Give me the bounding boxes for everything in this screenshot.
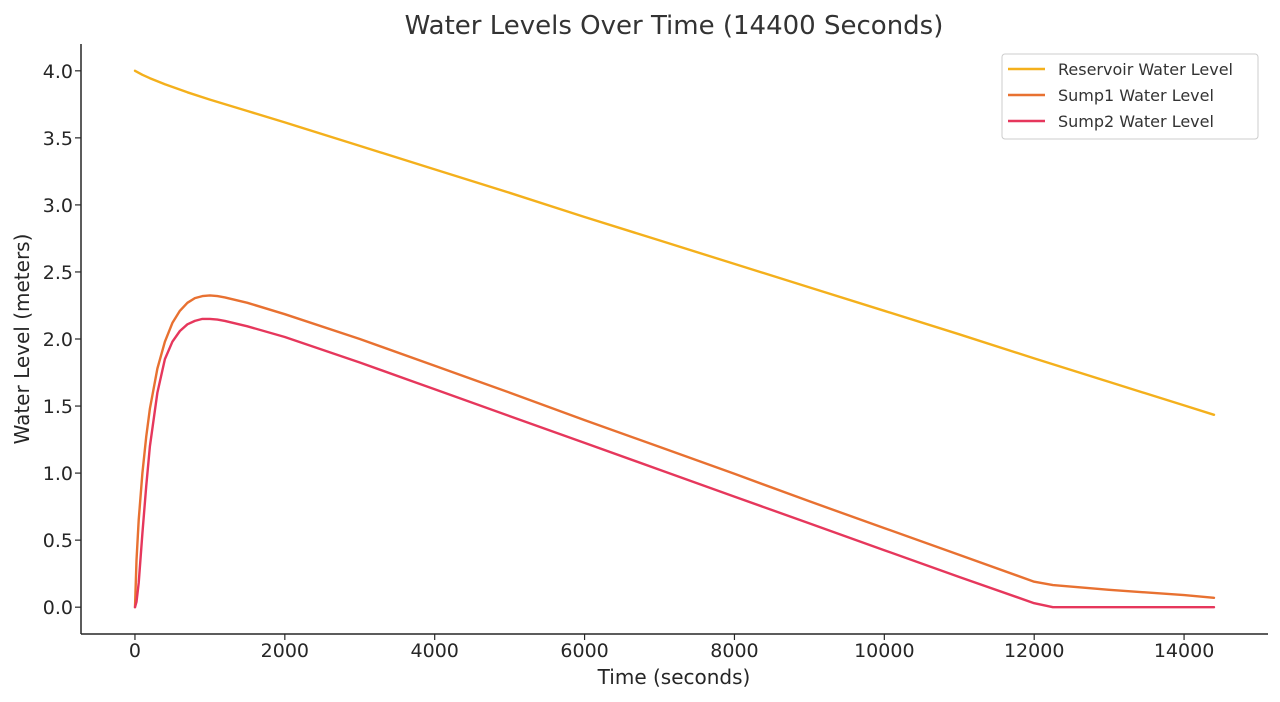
x-tick-label: 14000 <box>1154 640 1214 662</box>
legend-entry-1: Reservoir Water Level <box>1058 60 1233 79</box>
legend-entry-3: Sump2 Water Level <box>1058 112 1214 131</box>
x-tick-label: 12000 <box>1004 640 1064 662</box>
y-tick-label: 4.0 <box>43 61 73 83</box>
series-layer <box>133 69 1216 609</box>
x-tick-label: 4000 <box>411 640 459 662</box>
legend-entry-2: Sump1 Water Level <box>1058 86 1214 105</box>
y-tick-label: 3.0 <box>43 195 73 217</box>
series-line-2 <box>133 294 1216 609</box>
y-axis-label: Water Level (meters) <box>10 234 34 445</box>
x-tick-label: 8000 <box>710 640 758 662</box>
legend: Reservoir Water Level Sump1 Water Level Su… <box>1001 53 1259 140</box>
y-tick-label: 1.5 <box>43 396 73 418</box>
y-axis-ticks: 0.0 0.5 1.0 1.5 2.0 2.5 3.0 3.5 4.0 <box>43 61 81 619</box>
x-axis-label: Time (seconds) <box>597 665 751 689</box>
chart-title: Water Levels Over Time (14400 Seconds) <box>405 11 944 41</box>
x-tick-label: 0 <box>129 640 141 662</box>
series-line-3 <box>133 317 1216 609</box>
legend-frame <box>1001 53 1259 140</box>
y-tick-label: 0.5 <box>43 530 73 552</box>
series-line-1 <box>133 69 1216 416</box>
y-tick-label: 3.5 <box>43 128 73 150</box>
x-tick-label: 10000 <box>854 640 914 662</box>
x-tick-label: 6000 <box>560 640 608 662</box>
x-axis-ticks: 0 2000 4000 6000 8000 10000 12000 14000 <box>129 634 1214 662</box>
x-tick-label: 2000 <box>261 640 309 662</box>
y-tick-label: 2.5 <box>43 262 73 284</box>
y-tick-label: 2.0 <box>43 329 73 351</box>
y-tick-label: 1.0 <box>43 463 73 485</box>
y-tick-label: 0.0 <box>43 597 73 619</box>
